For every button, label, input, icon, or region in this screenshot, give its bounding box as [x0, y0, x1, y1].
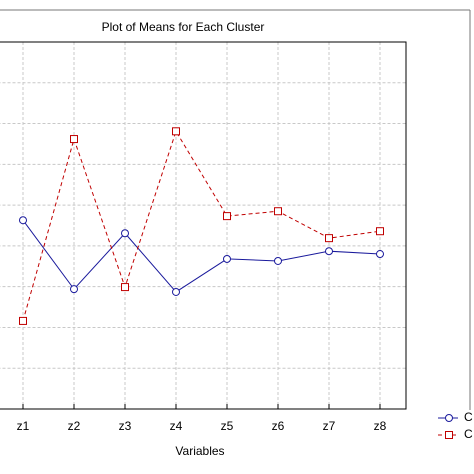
x-tick-label: z4 — [170, 419, 183, 433]
marker — [70, 135, 78, 144]
marker — [223, 254, 231, 263]
legend-label: C — [464, 410, 473, 424]
series-line — [22, 130, 381, 322]
marker — [19, 216, 27, 225]
marker — [445, 431, 453, 439]
marker — [274, 256, 282, 265]
marker — [223, 212, 231, 221]
legend-label: C — [464, 427, 473, 441]
marker — [121, 229, 129, 238]
marker — [172, 287, 180, 296]
marker — [121, 283, 129, 292]
marker — [376, 227, 384, 236]
x-tick-label: z5 — [221, 419, 234, 433]
x-axis-label: Variables — [175, 444, 224, 458]
x-tick-label: z8 — [374, 419, 387, 433]
marker — [19, 316, 27, 325]
x-tick-label: z7 — [323, 419, 336, 433]
marker — [172, 127, 180, 136]
marker — [70, 285, 78, 294]
chart-title: Plot of Means for Each Cluster — [102, 20, 265, 34]
series-line — [22, 219, 381, 293]
plot — [19, 127, 384, 325]
marker — [445, 414, 453, 422]
x-tick-label: z3 — [119, 419, 132, 433]
x-tick-label: z1 — [17, 419, 30, 433]
x-tick-label: z2 — [68, 419, 81, 433]
marker — [325, 234, 333, 243]
x-tick-label: z6 — [272, 419, 285, 433]
marker — [274, 207, 282, 216]
plot-frame — [0, 41, 407, 410]
legend: CC — [438, 410, 473, 441]
marker — [325, 247, 333, 256]
marker — [376, 250, 384, 259]
